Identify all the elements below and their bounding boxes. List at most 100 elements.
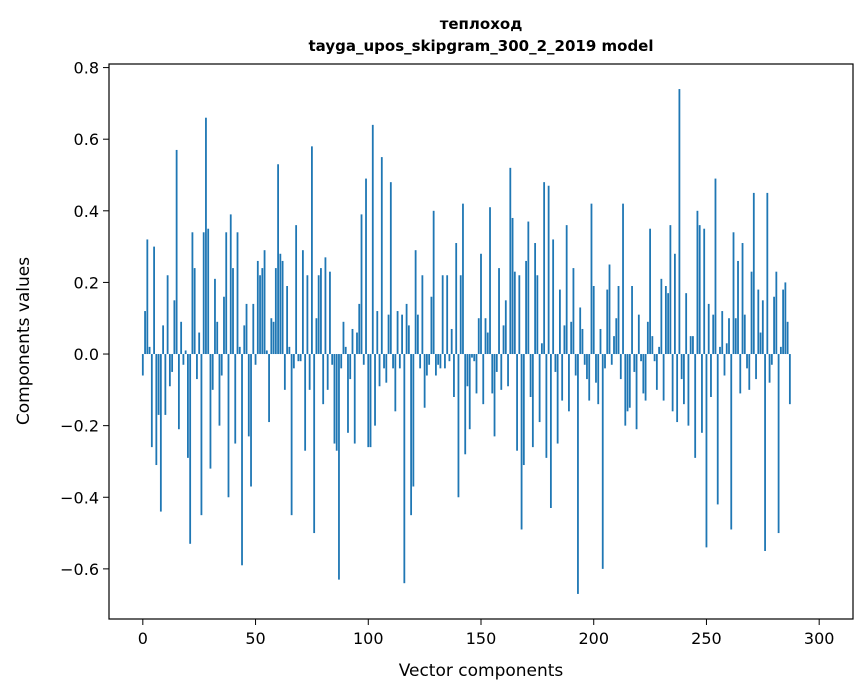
- bar: [777, 354, 780, 534]
- bar: [329, 271, 331, 355]
- bar: [162, 325, 165, 355]
- bar: [565, 225, 568, 355]
- bar: [421, 275, 424, 355]
- bar: [419, 354, 422, 369]
- bar: [646, 321, 649, 355]
- bar: [721, 311, 724, 355]
- bar: [782, 289, 785, 355]
- bar: [437, 354, 440, 365]
- bar: [667, 293, 670, 355]
- bar: [559, 289, 561, 355]
- bar: [252, 303, 255, 355]
- bar: [676, 354, 679, 423]
- bar: [299, 354, 302, 362]
- bar: [268, 354, 270, 423]
- x-tick-label: 300: [804, 629, 835, 648]
- bar: [292, 354, 295, 369]
- bar: [746, 354, 748, 369]
- bar: [606, 289, 609, 355]
- bar: [725, 343, 728, 355]
- bar: [187, 354, 189, 458]
- bar: [450, 328, 453, 355]
- bar: [193, 268, 196, 355]
- bar: [775, 271, 778, 355]
- bar: [592, 286, 595, 355]
- bar: [157, 354, 160, 415]
- bar: [301, 250, 304, 355]
- bar: [405, 303, 408, 355]
- bar: [495, 354, 498, 372]
- bar: [493, 354, 496, 437]
- bar: [189, 354, 192, 544]
- bar: [624, 354, 627, 426]
- bar: [218, 354, 221, 426]
- bar: [466, 354, 469, 387]
- bar: [200, 354, 203, 516]
- y-tick-label: 0.4: [74, 202, 99, 221]
- bar: [439, 354, 442, 369]
- bar: [710, 354, 712, 397]
- bar: [383, 354, 385, 369]
- bar: [168, 354, 171, 387]
- bar: [403, 354, 406, 584]
- bar: [628, 354, 631, 408]
- bar: [243, 325, 246, 355]
- bar: [701, 354, 703, 433]
- bar: [272, 321, 275, 355]
- bar: [144, 311, 146, 355]
- bar: [522, 354, 525, 466]
- bar: [633, 354, 636, 372]
- bar: [358, 303, 361, 355]
- bar: [577, 354, 579, 594]
- bar: [283, 354, 286, 390]
- bar: [322, 354, 325, 405]
- bar: [692, 336, 694, 355]
- x-tick-label: 0: [138, 629, 148, 648]
- bar: [750, 271, 753, 355]
- bar: [768, 354, 771, 383]
- bar: [568, 354, 570, 412]
- bar: [356, 332, 358, 355]
- bar: [531, 354, 534, 448]
- bar: [595, 354, 597, 383]
- bar: [196, 354, 198, 380]
- bar: [274, 268, 277, 355]
- bar: [730, 354, 733, 530]
- bar: [423, 354, 426, 408]
- bar: [428, 354, 431, 365]
- bar: [732, 232, 735, 355]
- bar: [209, 354, 212, 469]
- y-tick-label: 0.0: [74, 345, 99, 364]
- bar: [378, 354, 381, 387]
- bar: [475, 354, 478, 394]
- y-tick-label: 0.8: [74, 59, 99, 78]
- bar: [270, 318, 273, 355]
- bar: [705, 354, 708, 548]
- bar: [581, 328, 584, 355]
- bar: [687, 354, 690, 426]
- bar: [689, 336, 692, 355]
- bar: [527, 221, 530, 355]
- bar: [599, 328, 602, 355]
- bar: [464, 354, 467, 455]
- bar: [238, 346, 241, 355]
- bar: [507, 354, 509, 387]
- bar: [182, 354, 185, 365]
- y-tick-label: −0.2: [60, 417, 99, 436]
- bar: [743, 314, 746, 355]
- bar: [586, 354, 588, 380]
- bar: [277, 164, 279, 355]
- bar: [498, 268, 500, 355]
- bar: [613, 336, 615, 355]
- bar: [509, 167, 512, 355]
- bar: [349, 354, 352, 380]
- x-axis-label: Vector components: [399, 661, 564, 681]
- bar: [320, 268, 322, 355]
- bar: [202, 232, 205, 355]
- bar: [588, 354, 591, 401]
- bar: [719, 346, 721, 355]
- bar: [396, 311, 399, 355]
- bar: [513, 271, 516, 355]
- bar: [520, 354, 523, 530]
